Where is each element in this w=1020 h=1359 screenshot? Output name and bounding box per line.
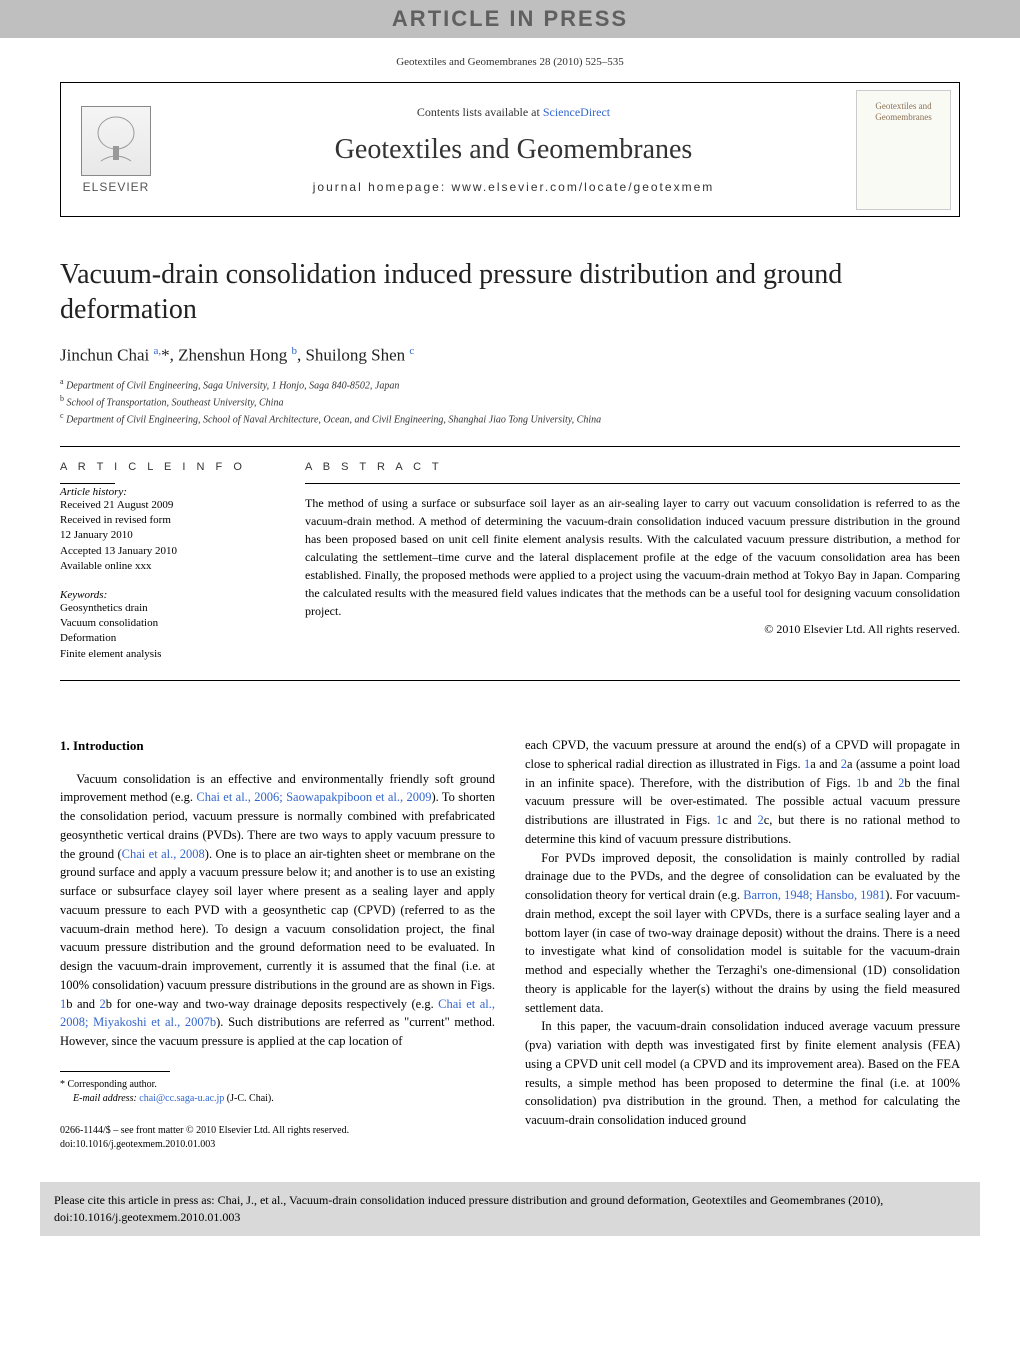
article-info-heading: A R T I C L E I N F O [60,461,275,473]
ref-barron-hansbo[interactable]: Barron, 1948; Hansbo, 1981 [743,888,885,902]
abstract-heading: A B S T R A C T [305,461,960,473]
article-info-block: A R T I C L E I N F O Article history: R… [60,447,300,663]
elsevier-label: ELSEVIER [83,180,150,194]
journal-citation-line: Geotextiles and Geomembranes 28 (2010) 5… [0,56,1020,68]
abstract-copyright: © 2010 Elsevier Ltd. All rights reserved… [305,622,960,637]
intro-para-1-cont: each CPVD, the vacuum pressure at around… [525,736,960,849]
email-line: E-mail address: chai@cc.saga-u.ac.jp (J-… [60,1092,495,1106]
journal-cover-thumbnail: Geotextiles and Geomembranes [856,90,951,210]
info-hr [60,483,115,484]
please-cite-box: Please cite this article in press as: Ch… [40,1182,980,1236]
t: b and [863,776,899,790]
affiliation-b: School of Transportation, Southeast Univ… [67,397,284,408]
journal-homepage: journal homepage: www.elsevier.com/locat… [171,180,856,194]
affiliation-c: Department of Civil Engineering, School … [66,415,601,426]
keywords-label: Keywords: [60,589,275,601]
ref-chai-2008[interactable]: Chai et al., 2008 [122,847,205,861]
front-matter-meta: 0266-1144/$ – see front matter © 2010 El… [60,1124,495,1152]
authors-line: Jinchun Chai a,*, Zhenshun Hong b, Shuil… [60,345,960,366]
right-column: each CPVD, the vacuum pressure at around… [525,681,960,1152]
affiliation-a: Department of Civil Engineering, Saga Un… [66,380,399,391]
in-press-banner: ARTICLE IN PRESS [0,0,1020,38]
contents-prefix: Contents lists available at [417,105,543,119]
t: c and [722,813,757,827]
info-abstract-row: A R T I C L E I N F O Article history: R… [60,447,960,663]
corresponding-author: * Corresponding author. [60,1078,495,1092]
sciencedirect-link[interactable]: ScienceDirect [543,105,610,119]
email-label: E-mail address: [73,1093,139,1104]
article-history: Received 21 August 2009Received in revis… [60,498,275,575]
journal-title: Geotextiles and Geomembranes [171,134,856,166]
t: b for one-way and two-way drainage depos… [106,997,438,1011]
section-1-heading: 1. Introduction [60,736,495,756]
abstract-block: A B S T R A C T The method of using a su… [300,447,960,663]
affiliations: a Department of Civil Engineering, Saga … [60,376,960,428]
intro-para-1: Vacuum consolidation is an effective and… [60,770,495,1051]
t: a and [810,757,840,771]
t: b and [66,997,99,1011]
article-history-label: Article history: [60,486,275,498]
journal-header: ELSEVIER Contents lists available at Sci… [60,82,960,217]
header-center: Contents lists available at ScienceDirec… [171,97,856,202]
contents-available-line: Contents lists available at ScienceDirec… [171,105,856,120]
intro-para-2: For PVDs improved deposit, the consolida… [525,849,960,1018]
article-title: Vacuum-drain consolidation induced press… [60,257,960,327]
abstract-text: The method of using a surface or subsurf… [305,494,960,620]
t: In this paper, the vacuum-drain consolid… [525,1019,960,1127]
left-column: 1. Introduction Vacuum consolidation is … [60,681,495,1152]
t: ). For vacuum-drain method, except the s… [525,888,960,1015]
cover-thumb-title: Geotextiles and Geomembranes [857,101,950,124]
t: ). One is to place an air-tighten sheet … [60,847,495,992]
elsevier-tree-icon [81,106,151,176]
issn-line: 0266-1144/$ – see front matter © 2010 El… [60,1124,495,1138]
intro-para-3: In this paper, the vacuum-drain consolid… [525,1017,960,1130]
email-link[interactable]: chai@cc.saga-u.ac.jp [139,1093,224,1104]
email-suffix: (J-C. Chai). [224,1093,273,1104]
article-content: Vacuum-drain consolidation induced press… [0,257,1020,1152]
ref-chai-2006[interactable]: Chai et al., 2006; Saowapakpiboon et al.… [196,790,431,804]
doi-line: doi:10.1016/j.geotexmem.2010.01.003 [60,1138,495,1152]
body-columns: 1. Introduction Vacuum consolidation is … [60,681,960,1152]
keywords: Geosynthetics drainVacuum consolidationD… [60,601,275,663]
elsevier-logo: ELSEVIER [61,98,171,202]
footnote-separator [60,1071,170,1072]
